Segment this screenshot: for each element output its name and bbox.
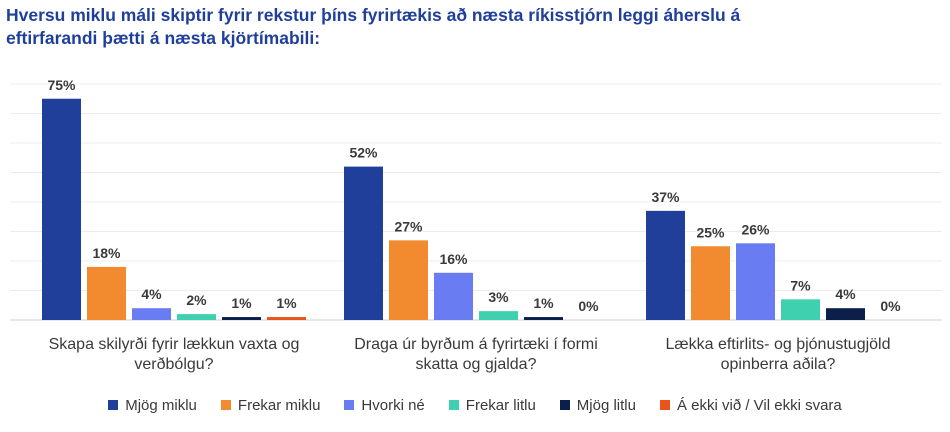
data-label: 1% — [231, 295, 252, 311]
data-label: 1% — [276, 295, 297, 311]
value-labels: 75% 18% 4% 2% 1% 1% 52% 27% 16% 3% 1% 0% 37% 25% 26% 7%… — [47, 77, 901, 314]
data-label: 0% — [880, 298, 901, 314]
bars — [42, 98, 865, 320]
bar-chart: 75% 18% 4% 2% 1% 1% 52% 27% 16% 3% 1% 0% 37% 25% 26% 7%… — [10, 77, 942, 373]
data-label: 16% — [439, 251, 468, 267]
data-label: 52% — [349, 145, 378, 161]
bar — [177, 314, 216, 320]
data-label: 1% — [533, 295, 554, 311]
legend-item: Mjög litlu — [559, 396, 636, 414]
data-label: 7% — [790, 277, 811, 293]
bar — [42, 98, 81, 320]
bar — [736, 243, 775, 320]
bar — [132, 308, 171, 320]
data-label: 26% — [741, 221, 770, 237]
data-label: 25% — [696, 224, 725, 240]
data-label: 75% — [47, 77, 76, 93]
legend-swatch — [559, 400, 570, 410]
bar — [344, 166, 383, 320]
legend: Mjög miklu Frekar miklu Hvorki né Frekar li… — [0, 394, 950, 416]
data-label: 0% — [578, 298, 599, 314]
data-label: 4% — [835, 286, 856, 302]
legend-label: Mjög miklu — [125, 396, 197, 414]
data-label: 27% — [394, 218, 423, 234]
legend-label: Hvorki né — [361, 396, 425, 414]
category-label: Lækka eftirlits- og þjónustugjöld opinber… — [665, 336, 890, 373]
legend-swatch — [659, 400, 670, 410]
bar — [479, 311, 518, 320]
data-label: 2% — [186, 292, 207, 308]
bar — [691, 246, 730, 320]
legend-label: Frekar litlu — [465, 396, 536, 414]
legend-swatch — [448, 400, 459, 410]
legend-item: Á ekki við / Vil ekki svara — [659, 396, 842, 414]
bar — [826, 308, 865, 320]
data-label: 18% — [92, 245, 121, 261]
legend-item: Hvorki né — [344, 396, 425, 414]
legend-item: Frekar miklu — [220, 396, 321, 414]
bar — [524, 317, 563, 320]
data-label: 3% — [488, 289, 509, 305]
bar — [646, 210, 685, 320]
bar — [87, 266, 126, 320]
bar — [781, 299, 820, 320]
legend-swatch — [344, 400, 355, 410]
category-labels: Skapa skilyrði fyrir lækkun vaxta og verð… — [49, 336, 891, 373]
data-label: 37% — [651, 189, 680, 205]
bar — [267, 317, 306, 320]
legend-label: Á ekki við / Vil ekki svara — [676, 396, 842, 414]
bar — [222, 317, 261, 320]
legend-label: Mjög litlu — [576, 396, 636, 414]
data-label: 4% — [141, 286, 162, 302]
legend-item: Frekar litlu — [448, 396, 536, 414]
legend-label: Frekar miklu — [237, 396, 321, 414]
category-label: Draga úr byrðum á fyrirtæki í formi skatt… — [354, 336, 598, 373]
bar — [389, 240, 428, 320]
category-label: Skapa skilyrði fyrir lækkun vaxta og verð… — [49, 336, 300, 373]
legend-swatch — [220, 400, 231, 410]
legend-item: Mjög miklu — [108, 397, 197, 414]
legend-swatch — [108, 400, 119, 410]
bar — [434, 272, 473, 320]
chart-title: Hversu miklu máli skiptir fyrir rekstur … — [6, 5, 741, 48]
